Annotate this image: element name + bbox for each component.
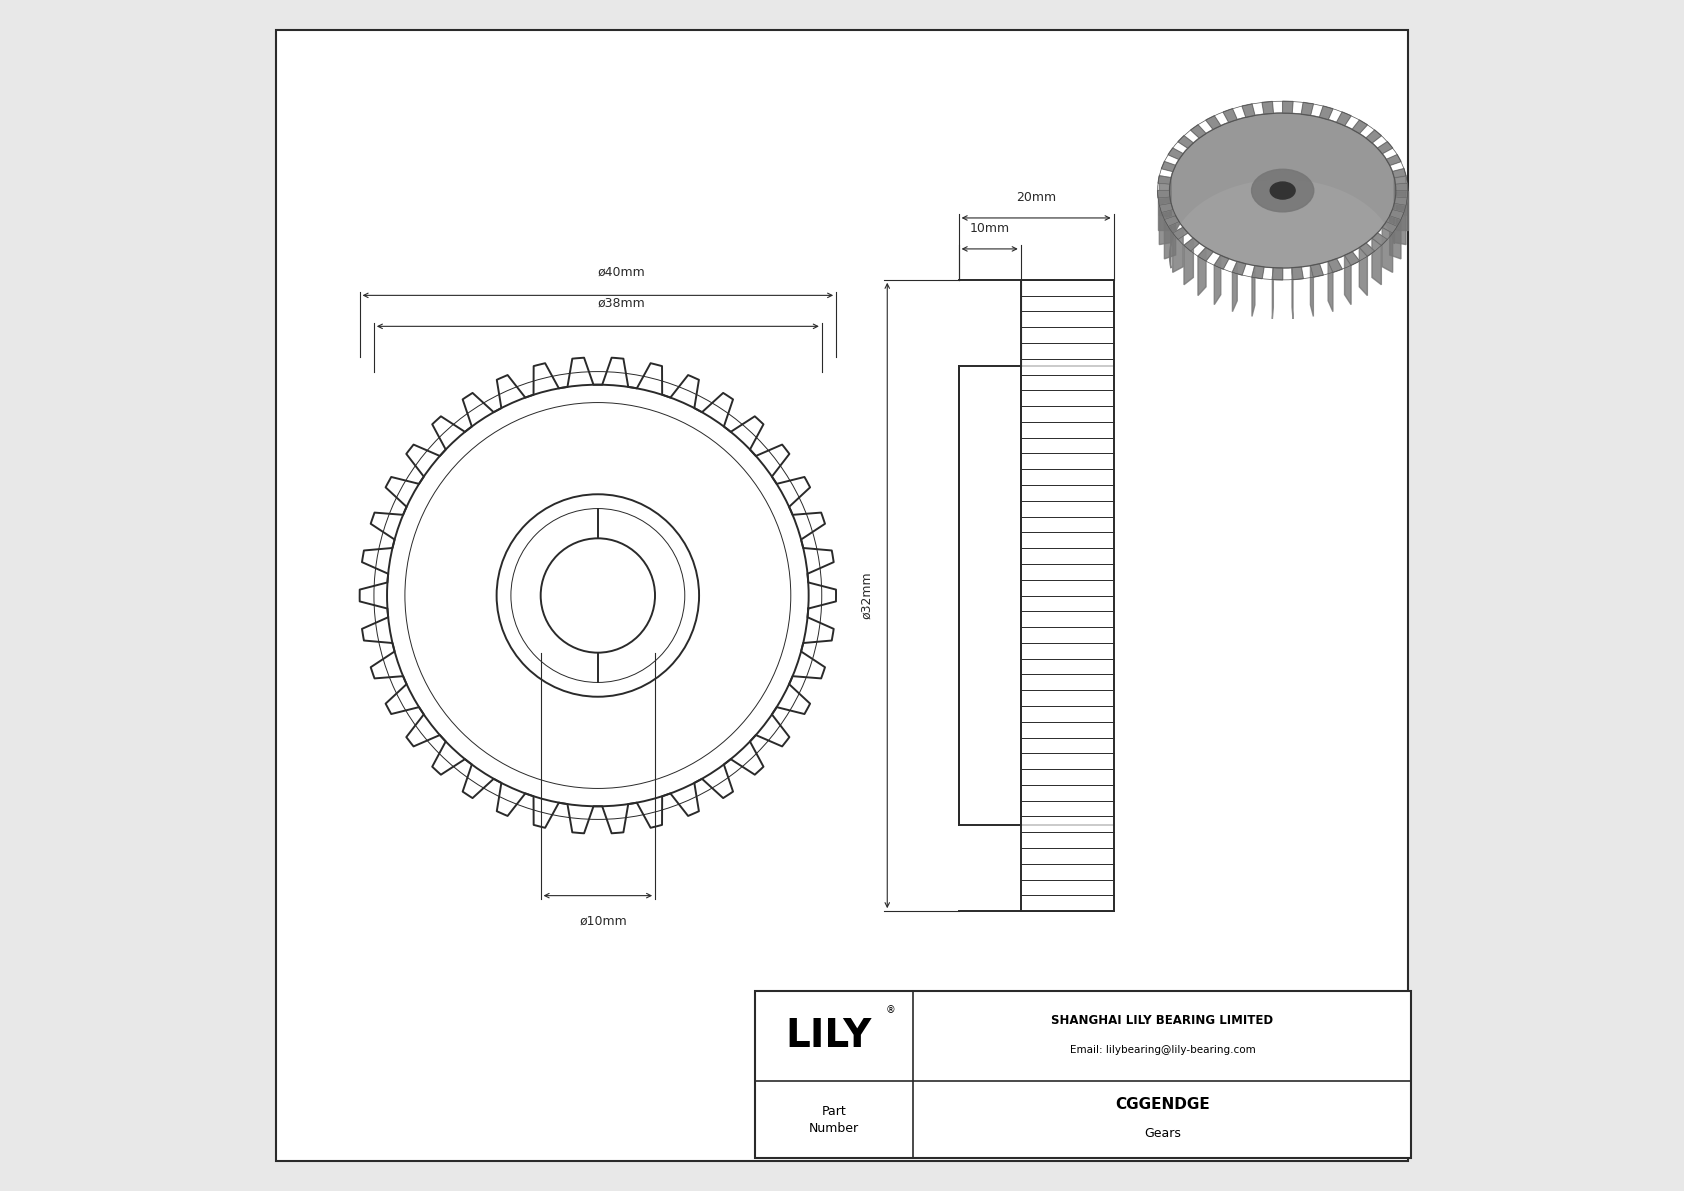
Text: SHANGHAI LILY BEARING LIMITED: SHANGHAI LILY BEARING LIMITED xyxy=(1051,1015,1273,1027)
Polygon shape xyxy=(1184,238,1194,285)
Polygon shape xyxy=(1389,210,1404,219)
Bar xyxy=(754,991,1411,1158)
Polygon shape xyxy=(1159,176,1170,217)
Polygon shape xyxy=(1386,155,1401,166)
Polygon shape xyxy=(1352,120,1367,133)
Polygon shape xyxy=(360,357,835,834)
Bar xyxy=(958,280,1113,911)
Polygon shape xyxy=(1378,142,1393,154)
Polygon shape xyxy=(1337,112,1351,126)
Polygon shape xyxy=(1396,191,1408,230)
Ellipse shape xyxy=(1251,169,1314,212)
Polygon shape xyxy=(1164,216,1175,258)
Polygon shape xyxy=(1372,238,1381,285)
Polygon shape xyxy=(1214,255,1229,269)
Polygon shape xyxy=(1191,125,1206,138)
Polygon shape xyxy=(1172,227,1187,239)
Polygon shape xyxy=(1214,255,1221,305)
Polygon shape xyxy=(1169,148,1184,160)
Polygon shape xyxy=(1344,255,1351,305)
Polygon shape xyxy=(1164,216,1179,226)
Polygon shape xyxy=(1159,204,1170,244)
Polygon shape xyxy=(1159,204,1174,212)
Polygon shape xyxy=(1251,266,1255,317)
Polygon shape xyxy=(1243,104,1255,118)
Polygon shape xyxy=(1283,101,1293,113)
Polygon shape xyxy=(1184,238,1199,251)
Polygon shape xyxy=(1169,113,1394,268)
Polygon shape xyxy=(1394,204,1406,244)
Text: Part
Number: Part Number xyxy=(810,1104,859,1135)
Polygon shape xyxy=(1329,258,1342,273)
Polygon shape xyxy=(1310,266,1314,317)
Polygon shape xyxy=(1383,222,1398,233)
Polygon shape xyxy=(1389,216,1401,258)
Polygon shape xyxy=(1159,176,1170,185)
Polygon shape xyxy=(1233,262,1246,275)
Polygon shape xyxy=(1359,248,1367,295)
Polygon shape xyxy=(1319,106,1334,119)
Text: ø38mm: ø38mm xyxy=(598,297,645,310)
Polygon shape xyxy=(1394,197,1408,205)
Polygon shape xyxy=(1179,136,1194,148)
Polygon shape xyxy=(1396,183,1408,191)
Polygon shape xyxy=(1172,227,1184,273)
Polygon shape xyxy=(1251,266,1265,279)
Polygon shape xyxy=(1359,243,1374,256)
Polygon shape xyxy=(1292,267,1303,280)
Text: ø10mm: ø10mm xyxy=(579,915,628,928)
Polygon shape xyxy=(1310,263,1324,278)
Text: LILY: LILY xyxy=(785,1017,871,1055)
Polygon shape xyxy=(1162,162,1175,172)
Polygon shape xyxy=(1383,227,1393,273)
Polygon shape xyxy=(1366,130,1381,143)
Text: 20mm: 20mm xyxy=(1015,191,1056,204)
Polygon shape xyxy=(1157,191,1169,230)
Bar xyxy=(958,366,1021,825)
Ellipse shape xyxy=(1169,113,1396,268)
Text: CGGENDGE: CGGENDGE xyxy=(1115,1097,1209,1111)
Polygon shape xyxy=(1302,102,1314,116)
Polygon shape xyxy=(1393,169,1406,177)
Polygon shape xyxy=(1329,262,1334,312)
Polygon shape xyxy=(1197,248,1212,261)
Polygon shape xyxy=(1261,101,1273,114)
Text: ø40mm: ø40mm xyxy=(598,266,645,279)
Text: ø32mm: ø32mm xyxy=(861,572,872,619)
Polygon shape xyxy=(1157,191,1170,198)
Polygon shape xyxy=(1344,251,1359,266)
Text: Email: lilybearing@lily-bearing.com: Email: lilybearing@lily-bearing.com xyxy=(1069,1046,1255,1055)
Polygon shape xyxy=(1394,176,1406,217)
Polygon shape xyxy=(1233,262,1238,312)
Polygon shape xyxy=(1206,116,1221,130)
Polygon shape xyxy=(1273,268,1283,280)
Ellipse shape xyxy=(1270,182,1295,199)
Text: 10mm: 10mm xyxy=(970,222,1010,235)
Polygon shape xyxy=(1223,108,1238,123)
Polygon shape xyxy=(1372,233,1388,245)
Text: Gears: Gears xyxy=(1143,1128,1180,1140)
Polygon shape xyxy=(1197,248,1206,295)
Text: ®: ® xyxy=(886,1005,896,1015)
